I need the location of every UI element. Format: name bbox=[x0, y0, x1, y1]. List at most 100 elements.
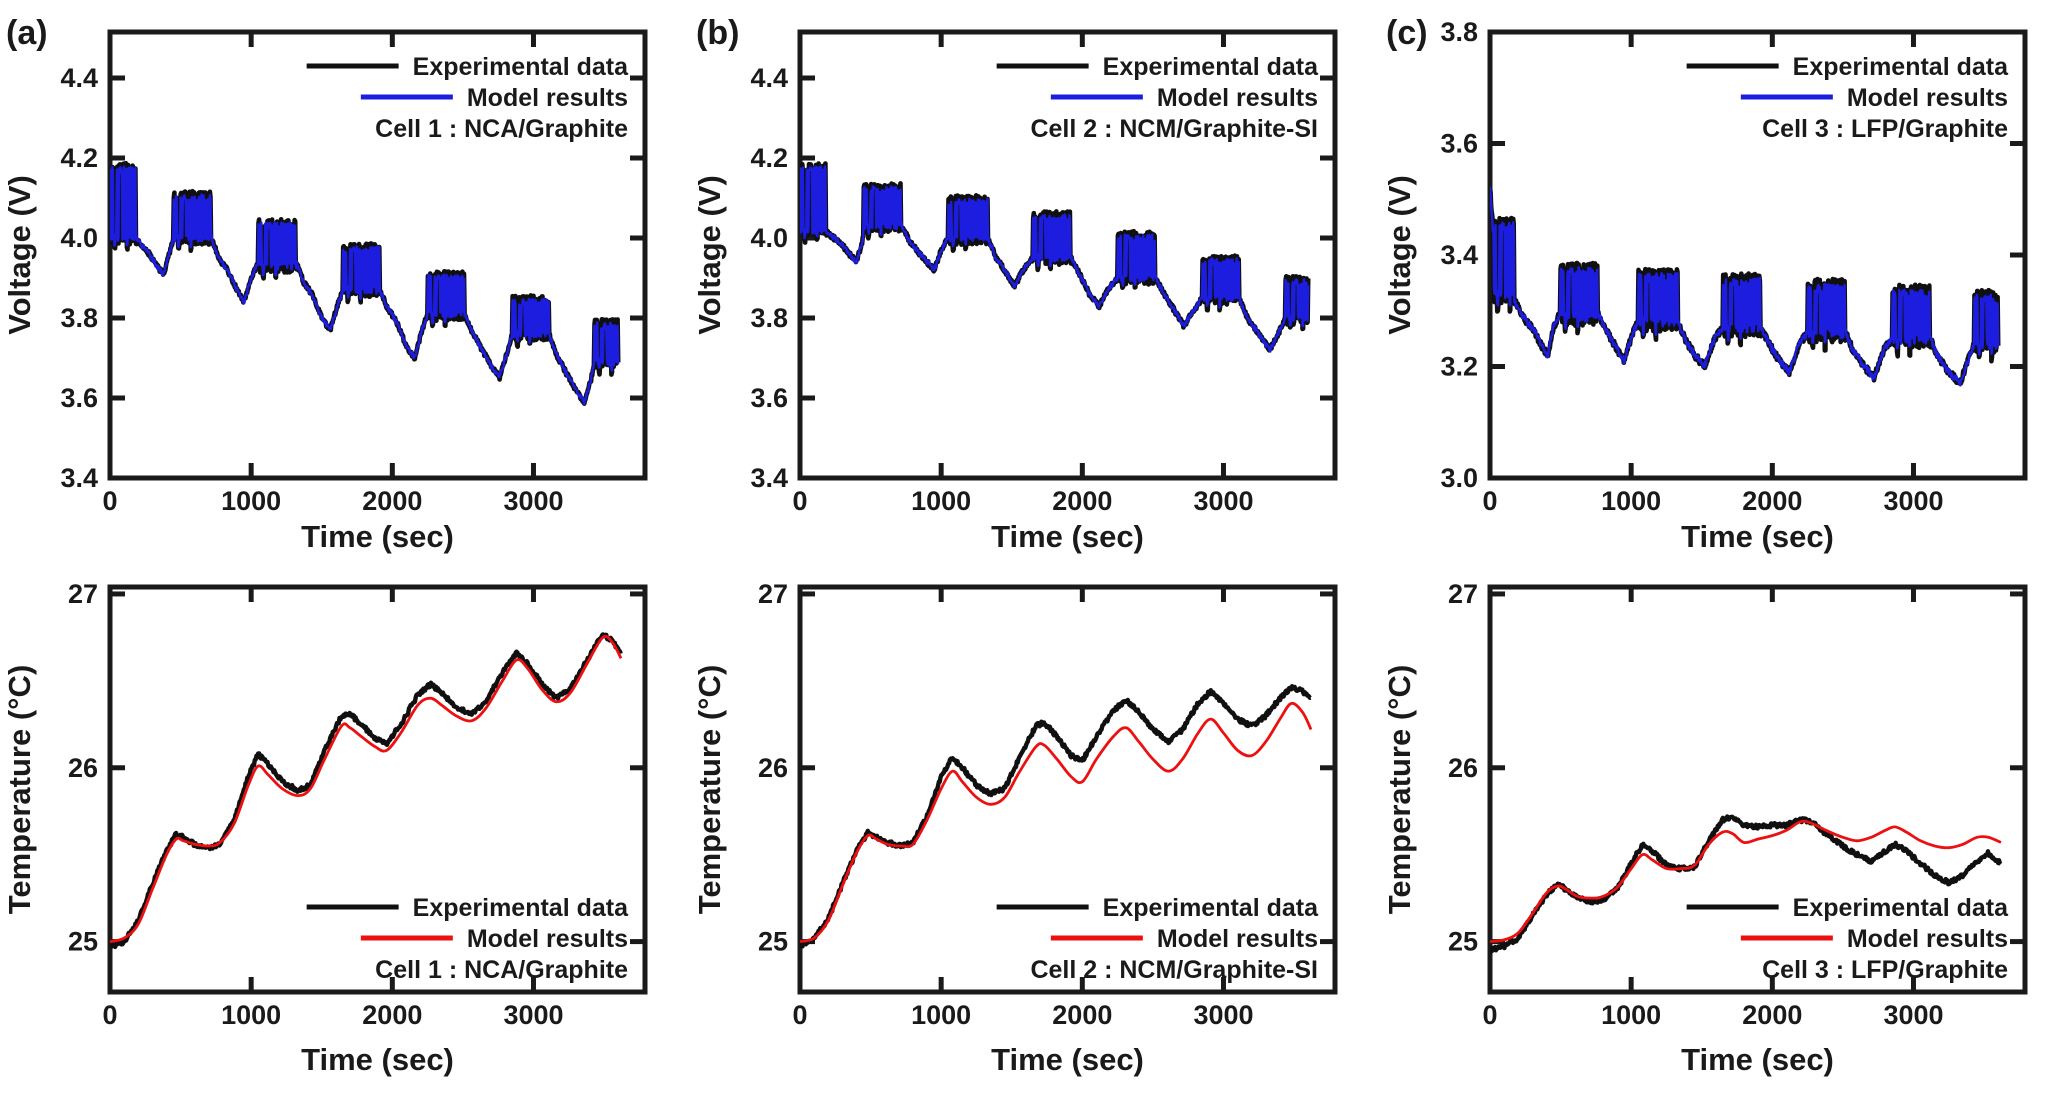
x-tick-label: 1000 bbox=[911, 486, 971, 516]
y-tick-label: 3.4 bbox=[60, 463, 98, 493]
x-tick-label: 3000 bbox=[1193, 486, 1253, 516]
x-tick-label: 0 bbox=[102, 486, 117, 516]
panel-d-temperature-cell1: 0 1000 2000 3000 25 26 27 Time (sec) Temperature… bbox=[0, 557, 685, 1115]
panel-e-temperature-cell2: 0 1000 2000 3000 25 26 27 Time (sec) Temperature… bbox=[690, 557, 1375, 1115]
panel-a-voltage-cell1: (a) 0 1000 2000 3000 3.4 3.6 3.8 4.0 4.2 4.4 Time (… bbox=[0, 0, 685, 557]
y-tick-label: 25 bbox=[1448, 927, 1478, 957]
model-curve bbox=[800, 165, 1310, 353]
legend-label: Experimental data bbox=[1103, 894, 1319, 922]
x-tick-label: 0 bbox=[792, 1000, 807, 1030]
y-tick-label: 3.6 bbox=[1440, 129, 1478, 159]
y-tick-label: 3.2 bbox=[1440, 352, 1478, 382]
legend-label: Experimental data bbox=[1793, 894, 2009, 922]
x-tick-label: 2000 bbox=[1052, 1000, 1112, 1030]
model-curve bbox=[1490, 819, 2002, 943]
panel-f-temperature-cell3: 0 1000 2000 3000 25 26 27 Time (sec) Temperature… bbox=[1380, 557, 2065, 1115]
experimental-curve bbox=[800, 161, 1311, 353]
legend-label: Experimental data bbox=[413, 53, 629, 81]
x-axis-label: Time (sec) bbox=[301, 1042, 454, 1077]
x-tick-label: 1000 bbox=[911, 1000, 971, 1030]
panel-label: (b) bbox=[696, 14, 739, 52]
x-tick-label: 0 bbox=[102, 1000, 117, 1030]
y-tick-label: 3.4 bbox=[750, 463, 788, 493]
y-tick-label: 4.4 bbox=[60, 63, 98, 93]
x-axis-label: Time (sec) bbox=[1681, 519, 1834, 554]
panel-label: (a) bbox=[6, 14, 48, 52]
panel-b-voltage-cell2: (b) 0 1000 2000 3000 3.4 3.6 3.8 4.0 4.2 4.4 Time (… bbox=[690, 0, 1375, 557]
y-tick-label: 3.6 bbox=[750, 383, 788, 413]
y-axis-label: Voltage (V) bbox=[1382, 175, 1417, 335]
x-axis-label: Time (sec) bbox=[991, 519, 1144, 554]
y-tick-label: 3.8 bbox=[750, 303, 788, 333]
y-axis-label: Temperature (°C) bbox=[692, 665, 727, 915]
legend-label: Experimental data bbox=[1103, 53, 1319, 81]
plot-svg: 0 1000 2000 3000 25 26 27 Time (sec) Temperature… bbox=[1382, 579, 2028, 1077]
x-tick-label: 2000 bbox=[1052, 486, 1112, 516]
legend-entry-model: Model results bbox=[1740, 925, 2008, 953]
y-tick-label: 25 bbox=[758, 927, 788, 957]
legend-entry-experimental: Experimental data bbox=[996, 894, 1319, 922]
y-tick-label: 4.2 bbox=[60, 143, 98, 173]
y-axis-label: Temperature (°C) bbox=[2, 665, 37, 915]
legend-entry-experimental: Experimental data bbox=[996, 53, 1319, 81]
experimental-curve bbox=[1490, 187, 2001, 386]
x-tick-label: 1000 bbox=[221, 1000, 281, 1030]
x-tick-label: 2000 bbox=[1742, 1000, 1802, 1030]
y-tick-label: 3.0 bbox=[1440, 463, 1478, 493]
x-tick-label: 0 bbox=[792, 486, 807, 516]
x-tick-label: 3000 bbox=[1193, 1000, 1253, 1030]
legend-entry-experimental: Experimental data bbox=[1686, 894, 2009, 922]
legend-entry-experimental: Experimental data bbox=[1686, 53, 2009, 81]
y-tick-label: 26 bbox=[758, 753, 788, 783]
x-tick-label: 2000 bbox=[362, 486, 422, 516]
y-tick-label: 4.2 bbox=[750, 143, 788, 173]
x-tick-label: 1000 bbox=[1601, 486, 1661, 516]
x-tick-label: 0 bbox=[1482, 1000, 1497, 1030]
y-tick-label: 27 bbox=[758, 579, 788, 609]
y-tick-label: 27 bbox=[68, 579, 98, 609]
plot-svg: 0 1000 2000 3000 25 26 27 Time (sec) Temperature… bbox=[692, 579, 1338, 1077]
y-tick-label: 4.0 bbox=[60, 223, 98, 253]
legend-label: Experimental data bbox=[1793, 53, 2009, 81]
x-tick-label: 3000 bbox=[503, 1000, 563, 1030]
x-tick-label: 3000 bbox=[503, 486, 563, 516]
y-tick-label: 3.6 bbox=[60, 383, 98, 413]
y-axis-label: Voltage (V) bbox=[692, 175, 727, 335]
plot-svg: 0 1000 2000 3000 25 26 27 Time (sec) Temperature… bbox=[2, 579, 648, 1077]
y-tick-label: 25 bbox=[68, 927, 98, 957]
plot-svg: (b) 0 1000 2000 3000 3.4 3.6 3.8 4.0 4.2 4.4 Time (… bbox=[692, 14, 1338, 554]
legend-cell-note: Cell 3 : LFP/Graphite bbox=[1762, 956, 2008, 984]
legend-cell-note: Cell 1 : NCA/Graphite bbox=[375, 956, 628, 984]
axes-frame bbox=[1487, 584, 2028, 995]
axes-frame bbox=[797, 29, 1338, 481]
legend-label: Model results bbox=[1157, 925, 1318, 953]
x-axis-label: Time (sec) bbox=[1681, 1042, 1834, 1077]
y-tick-label: 26 bbox=[68, 753, 98, 783]
experimental-curve bbox=[800, 684, 1313, 949]
legend-entry-experimental: Experimental data bbox=[306, 53, 629, 81]
plot-svg: (a) 0 1000 2000 3000 3.4 3.6 3.8 4.0 4.2 4.4 Time (… bbox=[2, 14, 648, 554]
model-curve bbox=[110, 165, 620, 406]
legend-entry-experimental: Experimental data bbox=[306, 894, 629, 922]
x-axis-label: Time (sec) bbox=[301, 519, 454, 554]
y-tick-label: 27 bbox=[1448, 579, 1478, 609]
y-tick-label: 3.8 bbox=[1440, 17, 1478, 47]
legend-label: Model results bbox=[1847, 84, 2008, 112]
x-tick-label: 0 bbox=[1482, 486, 1497, 516]
legend-label: Model results bbox=[1157, 84, 1318, 112]
axes-frame bbox=[107, 584, 648, 995]
panel-c-voltage-cell3: (c) 0 1000 2000 3000 3.0 3.2 3.4 3.6 3.8 Time (sec… bbox=[1380, 0, 2065, 557]
legend-label: Experimental data bbox=[413, 894, 629, 922]
y-tick-label: 3.4 bbox=[1440, 240, 1478, 270]
legend-cell-note: Cell 1 : NCA/Graphite bbox=[375, 115, 628, 143]
model-curve bbox=[800, 701, 1313, 943]
legend-label: Model results bbox=[467, 925, 628, 953]
panel-label: (c) bbox=[1386, 14, 1428, 52]
legend-cell-note: Cell 3 : LFP/Graphite bbox=[1762, 115, 2008, 143]
model-curve bbox=[1490, 186, 2000, 387]
x-axis-label: Time (sec) bbox=[991, 1042, 1144, 1077]
y-tick-label: 3.8 bbox=[60, 303, 98, 333]
legend-label: Model results bbox=[1847, 925, 2008, 953]
plot-svg: (c) 0 1000 2000 3000 3.0 3.2 3.4 3.6 3.8 Time (sec… bbox=[1382, 14, 2028, 554]
